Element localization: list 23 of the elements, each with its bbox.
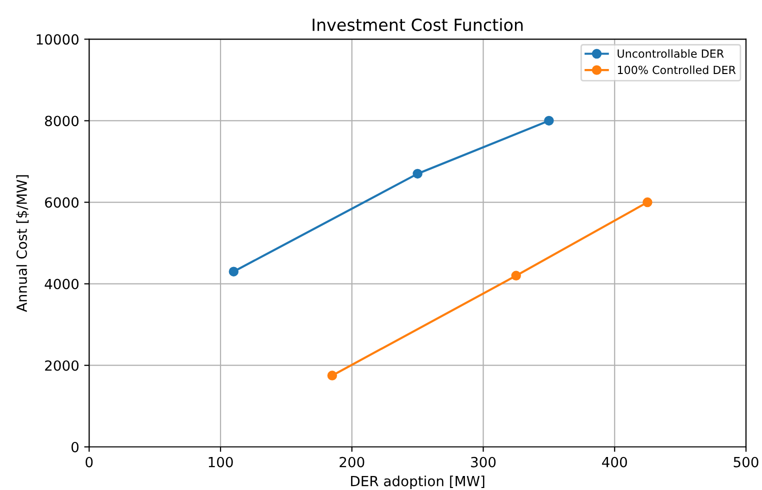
x-tick-label: 400	[602, 456, 627, 468]
point	[327, 370, 338, 380]
y-tick-label: 8000	[45, 116, 79, 126]
chart-title: Investment Cost Function	[312, 18, 523, 32]
x-tick-label: 200	[340, 456, 364, 468]
y-tick-label: 6000	[45, 197, 79, 208]
point	[642, 197, 652, 208]
point	[544, 116, 554, 126]
x-tick-label: 0	[86, 456, 93, 468]
y-tick-label: 4000	[44, 278, 79, 290]
y-tick-label: 0	[72, 442, 79, 452]
legend-label: Uncontrollable DER	[618, 49, 724, 58]
point	[412, 168, 422, 179]
y-tick-label: 2000	[45, 360, 79, 371]
point	[228, 266, 239, 276]
x-axis-title: DER adoption [MW]	[351, 476, 484, 490]
x-tick-label: 300	[471, 456, 496, 468]
y-axis-title: Annual Cost [$/MW]	[16, 175, 29, 312]
point	[511, 270, 521, 281]
legend-label: 100% Controlled DER	[618, 66, 736, 74]
x-tick-label: 500	[734, 456, 758, 468]
x-tick-label: 100	[208, 456, 233, 468]
y-tick-label: 10000	[36, 34, 79, 45]
